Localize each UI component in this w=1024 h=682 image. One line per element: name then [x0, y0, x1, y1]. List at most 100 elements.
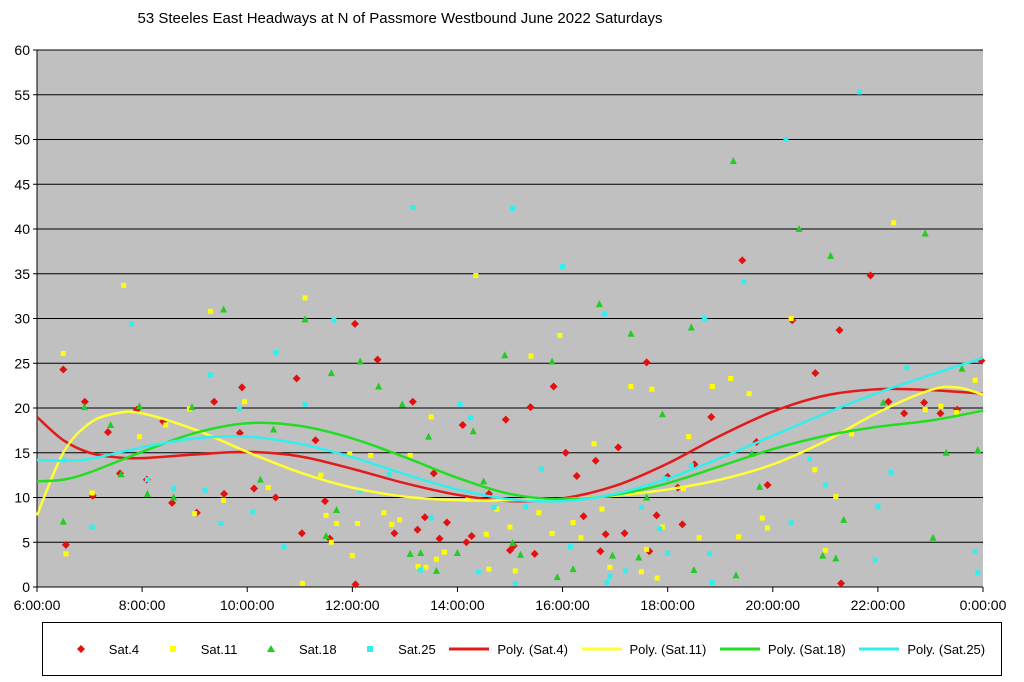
data-point — [501, 351, 509, 359]
data-point — [738, 256, 747, 265]
y-tick-label: 5 — [22, 534, 30, 550]
data-point — [221, 497, 227, 503]
x-tick-label: 10:00:00 — [220, 597, 275, 613]
data-point — [549, 382, 558, 391]
data-point — [428, 414, 434, 420]
data-point — [501, 415, 510, 424]
data-point — [888, 469, 894, 475]
data-point — [607, 573, 613, 579]
data-point — [512, 568, 518, 574]
legend-label: Poly. (Sat.11) — [629, 641, 707, 657]
data-point — [788, 520, 794, 526]
data-point — [657, 526, 663, 532]
data-point — [192, 511, 198, 517]
data-point — [207, 308, 213, 314]
data-point — [121, 282, 127, 288]
data-point — [512, 580, 518, 586]
data-point — [548, 357, 556, 365]
data-point — [729, 156, 737, 164]
legend-label: Poly. (Sat.25) — [907, 641, 986, 657]
data-point — [292, 374, 301, 383]
data-point — [129, 321, 135, 327]
data-point — [627, 329, 635, 337]
data-point — [249, 509, 255, 515]
data-point — [397, 517, 403, 523]
data-point — [390, 529, 399, 538]
data-point — [302, 401, 308, 407]
data-point — [311, 436, 320, 445]
data-point — [428, 515, 434, 521]
y-tick-label: 40 — [14, 221, 30, 237]
y-tick-label: 25 — [14, 355, 30, 371]
data-point — [561, 448, 570, 457]
data-point — [333, 506, 341, 514]
data-point — [954, 409, 960, 415]
data-point — [415, 563, 421, 569]
data-point — [900, 409, 909, 418]
data-point — [539, 466, 545, 472]
y-tick-label: 20 — [14, 400, 30, 416]
data-point — [680, 486, 686, 492]
triangle-marker-icon — [266, 645, 275, 652]
legend-item-poly-sat4: Poly. (Sat.4) — [447, 642, 568, 657]
legend-label: Sat.18 — [298, 641, 337, 657]
data-point — [696, 535, 702, 541]
data-point — [872, 557, 878, 563]
data-point — [707, 551, 713, 557]
data-point — [321, 497, 330, 506]
data-point — [103, 428, 112, 437]
data-point — [453, 548, 461, 556]
data-point — [331, 317, 337, 323]
data-point — [271, 493, 280, 502]
data-point — [517, 550, 525, 558]
diamond-marker-icon — [76, 645, 85, 653]
legend: Sat.4 Sat.11 Sat.18 Sat.25 Poly. (Sat.4)… — [42, 622, 1002, 676]
data-point — [143, 489, 151, 497]
data-point — [599, 506, 605, 512]
data-point — [936, 409, 945, 418]
line-swatch-icon — [581, 647, 622, 651]
data-point — [687, 323, 695, 331]
data-point — [171, 486, 177, 492]
line-swatch-icon — [449, 647, 490, 651]
data-point — [242, 399, 248, 405]
x-tick-label: 12:00:00 — [325, 597, 380, 613]
data-point — [572, 472, 581, 481]
data-point — [188, 403, 196, 411]
data-point — [690, 565, 698, 573]
data-point — [418, 567, 424, 573]
data-point — [972, 548, 978, 554]
data-point — [63, 551, 69, 557]
data-point — [827, 251, 835, 259]
data-point — [557, 333, 563, 339]
data-point — [759, 515, 765, 521]
data-point — [795, 225, 803, 232]
data-point — [347, 451, 353, 457]
data-point — [163, 422, 169, 428]
data-point — [567, 544, 573, 550]
data-point — [623, 568, 629, 574]
data-point — [652, 511, 661, 520]
data-point — [210, 397, 219, 406]
data-point — [61, 540, 70, 549]
data-point — [302, 295, 308, 301]
chart-title: 53 Steeles East Headways at N of Passmor… — [137, 10, 663, 27]
data-point — [922, 407, 928, 413]
data-point — [974, 446, 982, 454]
data-point — [386, 471, 392, 477]
data-point — [819, 551, 827, 559]
data-point — [202, 487, 208, 493]
legend-label: Poly. (Sat.18) — [767, 641, 846, 657]
data-point — [406, 549, 414, 557]
data-point — [866, 271, 875, 280]
data-point — [638, 504, 644, 510]
x-tick-label: 8:00:00 — [119, 597, 166, 613]
data-point — [658, 410, 666, 418]
data-point — [486, 566, 492, 572]
data-point — [80, 403, 88, 411]
data-point — [732, 571, 740, 579]
x-tick-label: 0:00:00 — [960, 597, 1007, 613]
data-point — [920, 398, 929, 407]
data-point — [334, 520, 340, 526]
